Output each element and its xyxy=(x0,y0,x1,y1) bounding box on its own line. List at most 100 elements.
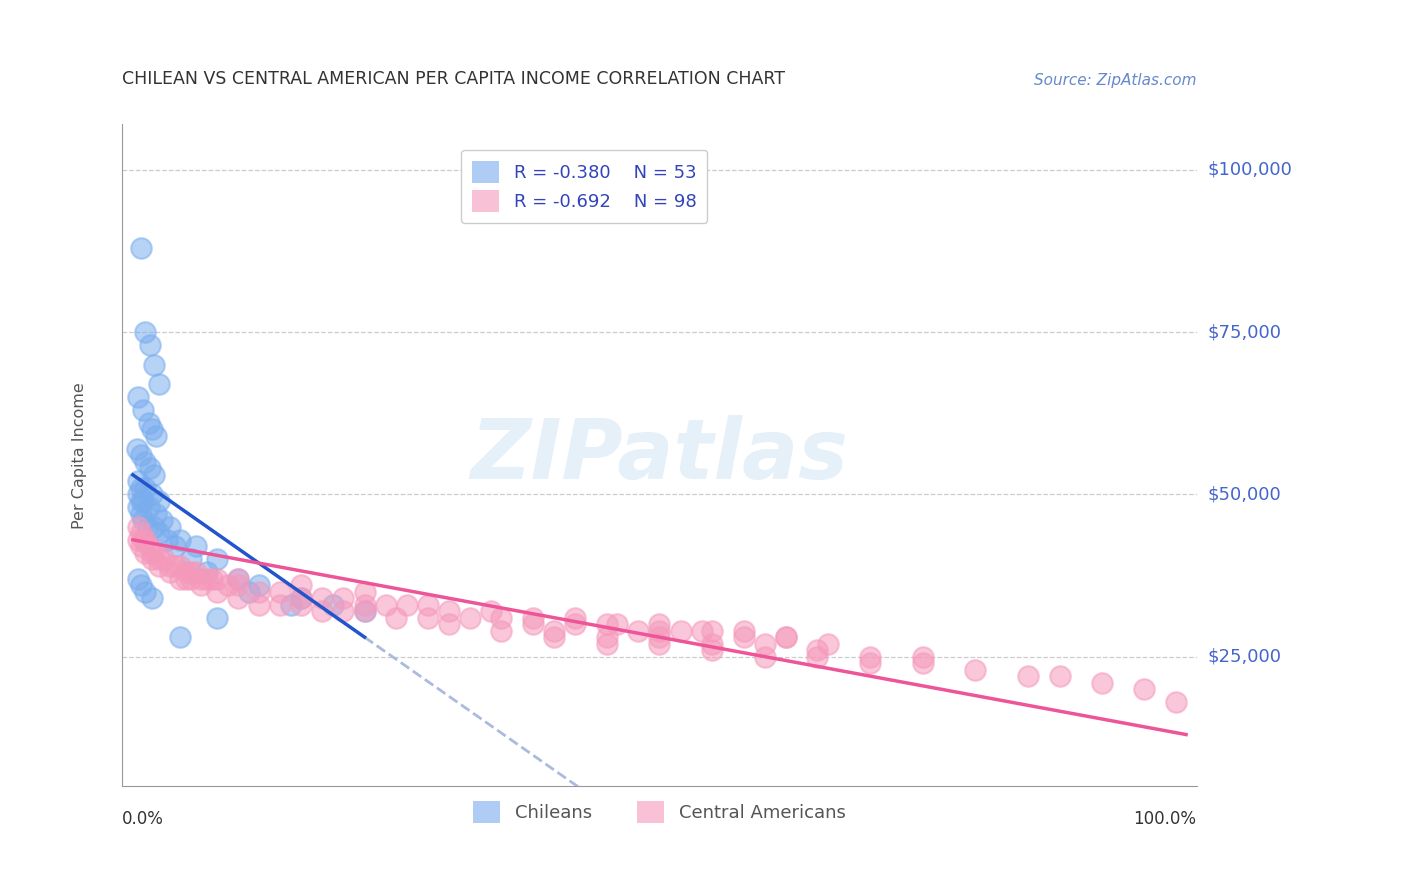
Point xyxy=(141,546,163,560)
Point xyxy=(127,475,149,489)
Point xyxy=(129,449,152,463)
Point xyxy=(374,598,396,612)
Text: CHILEAN VS CENTRAL AMERICAN PER CAPITA INCOME CORRELATION CHART: CHILEAN VS CENTRAL AMERICAN PER CAPITA I… xyxy=(122,70,786,88)
Point xyxy=(163,558,186,573)
Legend: Chileans, Central Americans: Chileans, Central Americans xyxy=(467,794,853,830)
Point xyxy=(247,584,270,599)
Point xyxy=(163,539,186,553)
Point xyxy=(247,578,270,592)
Point xyxy=(141,591,163,606)
Point xyxy=(127,572,149,586)
Point xyxy=(226,572,249,586)
Point xyxy=(1091,675,1114,690)
Point xyxy=(627,624,650,638)
Point xyxy=(648,637,671,651)
Point xyxy=(138,500,160,515)
Point xyxy=(190,572,212,586)
Point xyxy=(148,493,170,508)
Point xyxy=(142,520,165,534)
Point xyxy=(754,649,776,664)
Point xyxy=(700,643,723,657)
Point xyxy=(479,604,502,618)
Point xyxy=(226,578,249,592)
Point xyxy=(136,520,159,534)
Point xyxy=(142,358,165,372)
Point xyxy=(134,546,156,560)
Point xyxy=(180,572,202,586)
Point xyxy=(911,656,934,670)
Text: ZIPatlas: ZIPatlas xyxy=(471,415,848,496)
Point xyxy=(127,520,149,534)
Point xyxy=(311,604,333,618)
Point xyxy=(606,617,628,632)
Point xyxy=(353,604,375,618)
Point xyxy=(138,461,160,475)
Text: $25,000: $25,000 xyxy=(1208,648,1282,665)
Point xyxy=(159,566,181,580)
Point xyxy=(148,558,170,573)
Point xyxy=(159,520,181,534)
Text: $50,000: $50,000 xyxy=(1208,485,1281,503)
Point xyxy=(132,533,155,547)
Point xyxy=(169,630,191,644)
Point xyxy=(226,591,249,606)
Point xyxy=(596,637,619,651)
Point xyxy=(965,663,987,677)
Text: 0.0%: 0.0% xyxy=(122,810,165,828)
Point xyxy=(733,630,755,644)
Point xyxy=(290,591,312,606)
Point xyxy=(145,429,167,443)
Point xyxy=(648,630,671,644)
Point xyxy=(148,526,170,541)
Point xyxy=(1017,669,1039,683)
Point xyxy=(134,481,156,495)
Point xyxy=(269,598,291,612)
Point xyxy=(596,617,619,632)
Point xyxy=(184,539,207,553)
Point xyxy=(1133,682,1156,697)
Point xyxy=(564,617,586,632)
Point xyxy=(138,416,160,430)
Point xyxy=(132,513,155,527)
Point xyxy=(416,610,439,624)
Point xyxy=(195,566,218,580)
Point xyxy=(806,643,828,657)
Point xyxy=(332,604,354,618)
Point xyxy=(1164,695,1187,709)
Point xyxy=(322,598,344,612)
Point xyxy=(859,656,882,670)
Point xyxy=(491,610,513,624)
Point xyxy=(311,591,333,606)
Point xyxy=(385,610,408,624)
Point xyxy=(141,552,163,566)
Point xyxy=(669,624,692,638)
Point xyxy=(127,533,149,547)
Point xyxy=(522,610,544,624)
Text: Source: ZipAtlas.com: Source: ZipAtlas.com xyxy=(1033,73,1197,88)
Text: $100,000: $100,000 xyxy=(1208,161,1292,178)
Point xyxy=(205,552,228,566)
Point xyxy=(142,467,165,482)
Point xyxy=(141,422,163,436)
Point xyxy=(700,624,723,638)
Point xyxy=(132,493,155,508)
Point xyxy=(169,558,191,573)
Point xyxy=(155,533,177,547)
Point xyxy=(596,630,619,644)
Point xyxy=(125,442,148,456)
Point xyxy=(134,455,156,469)
Point xyxy=(648,624,671,638)
Point xyxy=(180,552,202,566)
Point xyxy=(190,578,212,592)
Point xyxy=(201,572,224,586)
Point xyxy=(353,584,375,599)
Point xyxy=(491,624,513,638)
Point xyxy=(700,637,723,651)
Point xyxy=(458,610,481,624)
Point xyxy=(132,403,155,417)
Point xyxy=(127,390,149,404)
Point xyxy=(543,630,565,644)
Point xyxy=(564,610,586,624)
Point xyxy=(806,649,828,664)
Point xyxy=(195,572,218,586)
